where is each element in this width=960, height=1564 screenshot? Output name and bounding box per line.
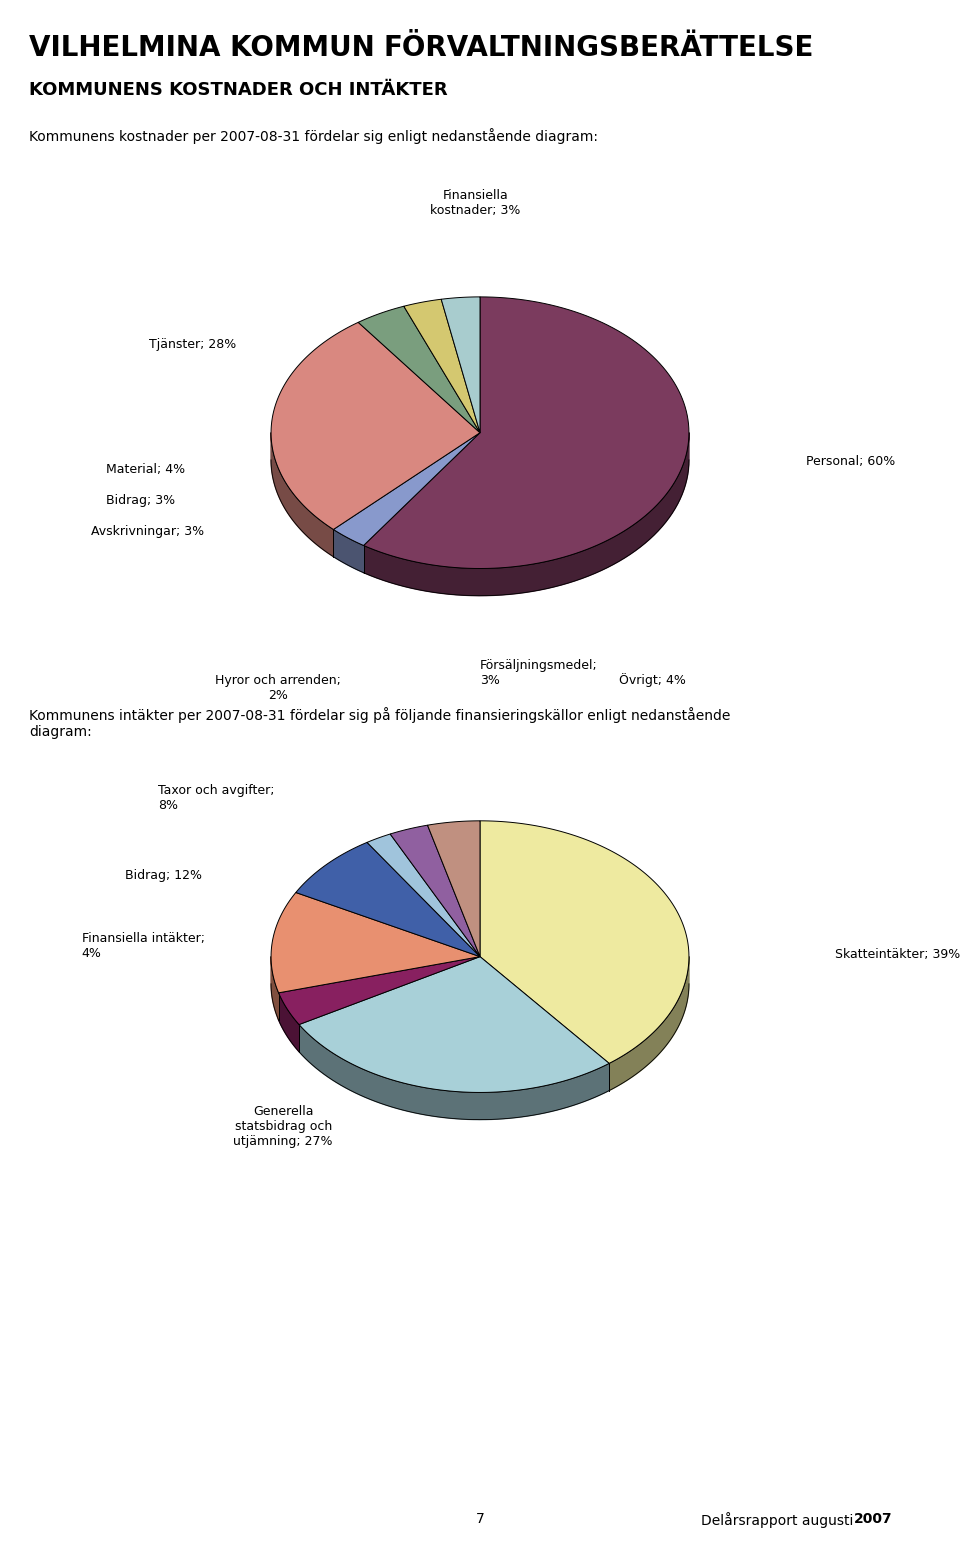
Polygon shape: [390, 826, 480, 957]
Text: Tjänster; 28%: Tjänster; 28%: [149, 338, 236, 350]
Polygon shape: [610, 957, 689, 1090]
Text: Försäljningsmedel;
3%: Försäljningsmedel; 3%: [480, 658, 598, 687]
Text: 7: 7: [475, 1512, 485, 1526]
Text: Bidrag; 12%: Bidrag; 12%: [125, 870, 202, 882]
Text: Finansiella intäkter;
4%: Finansiella intäkter; 4%: [82, 932, 204, 960]
Polygon shape: [364, 433, 689, 596]
Text: Kommunens kostnader per 2007-08-31 fördelar sig enligt nedanstående diagram:: Kommunens kostnader per 2007-08-31 förde…: [29, 128, 598, 144]
Text: Avskrivningar; 3%: Avskrivningar; 3%: [91, 526, 204, 538]
Text: Material; 4%: Material; 4%: [106, 463, 184, 475]
Polygon shape: [480, 821, 689, 1064]
Text: FÖRVALTNINGSBERÄTTELSE: FÖRVALTNINGSBERÄTTELSE: [384, 34, 814, 63]
Polygon shape: [271, 957, 278, 1020]
Text: Finansiella
kostnader; 3%: Finansiella kostnader; 3%: [430, 189, 520, 217]
Text: Kommunens intäkter per 2007-08-31 fördelar sig på följande finansieringskällor e: Kommunens intäkter per 2007-08-31 fördel…: [29, 707, 731, 740]
Text: 2007: 2007: [854, 1512, 893, 1526]
Text: Bidrag; 3%: Bidrag; 3%: [106, 494, 175, 507]
Polygon shape: [442, 297, 480, 433]
Text: Hyror och arrenden;
2%: Hyror och arrenden; 2%: [215, 674, 342, 702]
Polygon shape: [364, 297, 689, 568]
Polygon shape: [300, 1024, 610, 1120]
Text: Taxor och avgifter;
8%: Taxor och avgifter; 8%: [158, 784, 275, 812]
Text: Delårsrapport augusti: Delårsrapport augusti: [701, 1512, 857, 1528]
Text: Personal; 60%: Personal; 60%: [806, 455, 896, 468]
Polygon shape: [358, 307, 480, 433]
Polygon shape: [296, 843, 480, 957]
Text: Generella
statsbidrag och
utjämning; 27%: Generella statsbidrag och utjämning; 27%: [233, 1104, 333, 1148]
Polygon shape: [271, 893, 480, 993]
Polygon shape: [271, 322, 480, 530]
Text: VILHELMINA KOMMUN: VILHELMINA KOMMUN: [29, 34, 374, 63]
Polygon shape: [427, 821, 480, 957]
Polygon shape: [333, 433, 480, 546]
Polygon shape: [300, 957, 610, 1092]
Polygon shape: [333, 530, 364, 572]
Polygon shape: [271, 433, 333, 557]
Text: Övrigt; 4%: Övrigt; 4%: [619, 674, 686, 687]
Polygon shape: [404, 299, 480, 433]
Text: Skatteintäkter; 39%: Skatteintäkter; 39%: [835, 948, 960, 960]
Text: KOMMUNENS KOSTNADER OCH INTÄKTER: KOMMUNENS KOSTNADER OCH INTÄKTER: [29, 81, 447, 100]
Polygon shape: [367, 834, 480, 957]
Polygon shape: [278, 993, 300, 1051]
Polygon shape: [278, 957, 480, 1024]
